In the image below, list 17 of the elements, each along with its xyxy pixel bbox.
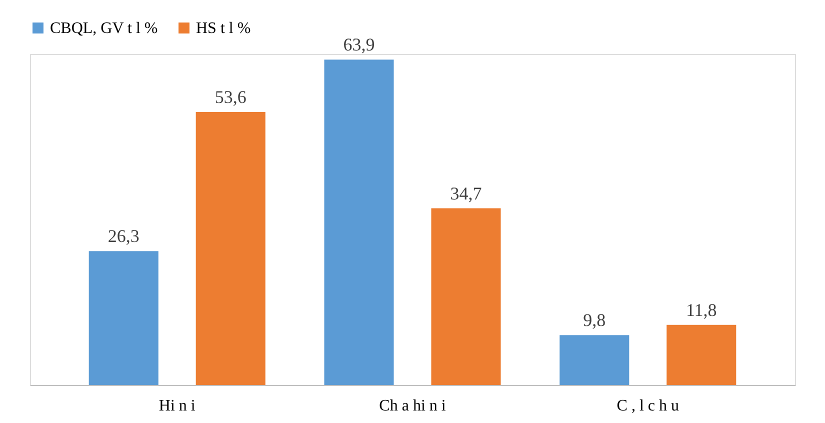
data-label: 11,8 bbox=[686, 300, 717, 320]
data-label: 53,6 bbox=[214, 87, 246, 108]
x-tick-label: Ch a hi n i bbox=[379, 398, 446, 414]
x-tick-label: Hi n i bbox=[158, 398, 196, 414]
x-tick-label: C , l c h u bbox=[616, 398, 679, 414]
bar bbox=[196, 112, 266, 385]
data-label: 63,9 bbox=[343, 34, 375, 55]
bar bbox=[560, 335, 630, 385]
data-label: 9,8 bbox=[583, 310, 606, 330]
bar bbox=[666, 324, 736, 385]
legend-label: CBQL, GV t l % bbox=[50, 20, 158, 37]
bar bbox=[431, 208, 501, 385]
bar bbox=[324, 60, 394, 385]
data-label: 34,7 bbox=[450, 183, 482, 204]
legend-label: HS t l % bbox=[196, 20, 251, 37]
bar bbox=[88, 251, 158, 385]
data-label: 26,3 bbox=[108, 226, 140, 246]
